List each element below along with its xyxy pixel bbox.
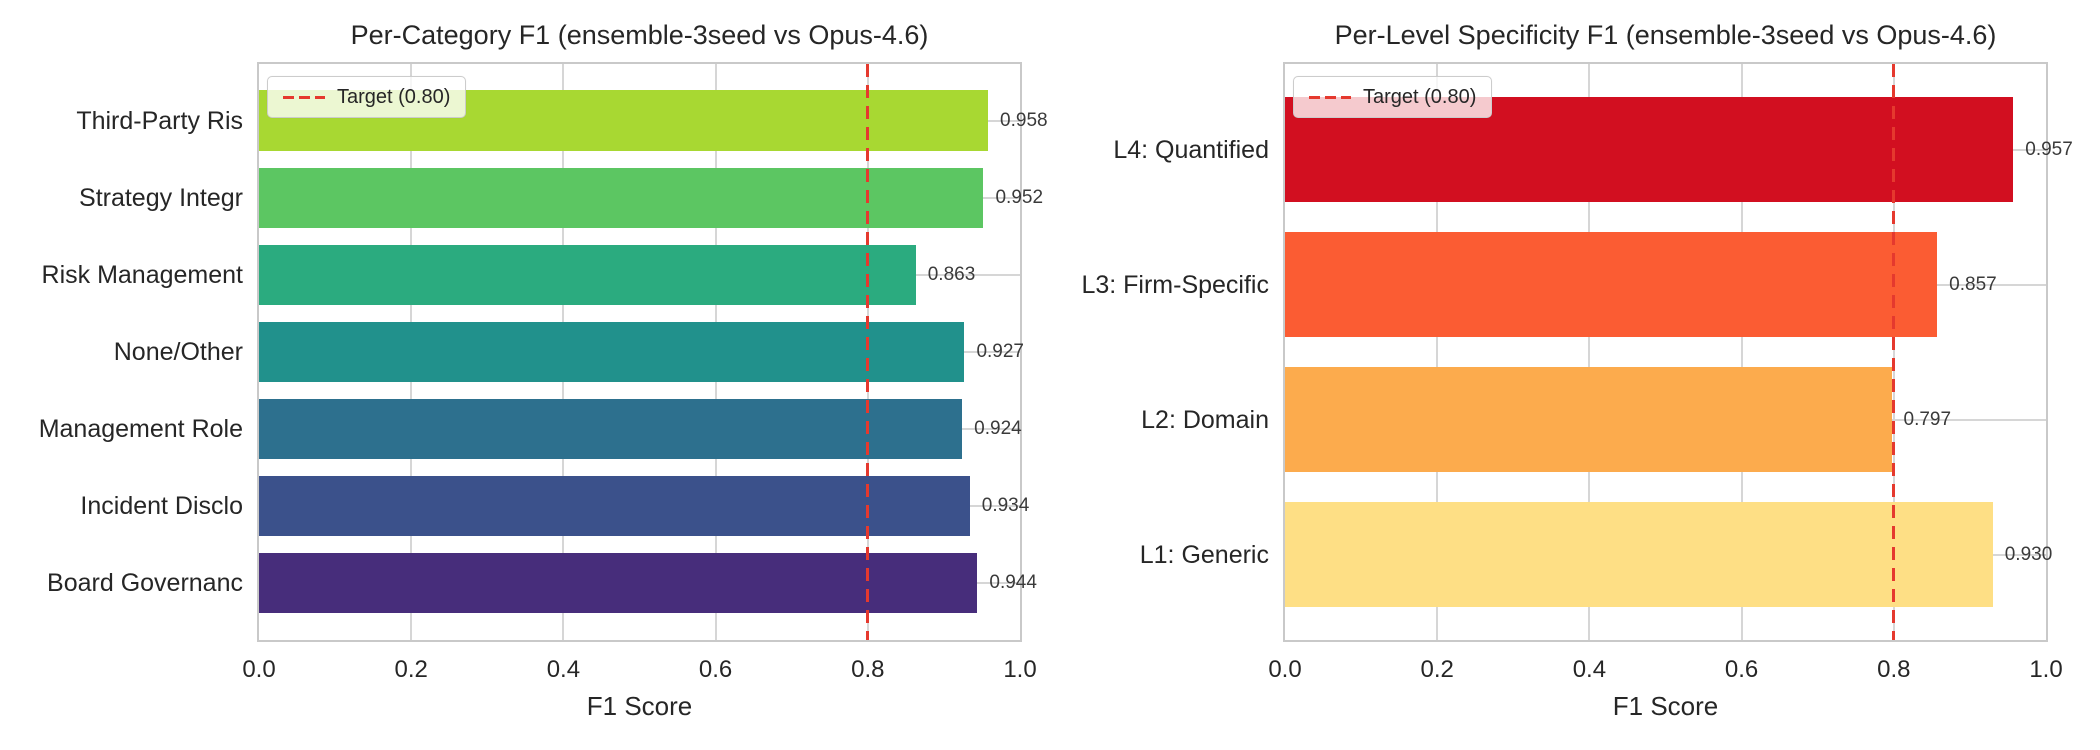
bar-value-label: 0.857 xyxy=(1949,273,1997,295)
category-label: Third-Party Ris xyxy=(76,106,243,135)
category-label: Strategy Integr xyxy=(79,183,243,212)
target-line-legend-label: Target (0.80) xyxy=(337,85,451,108)
bar-risk-management xyxy=(259,244,916,305)
bar-management-role xyxy=(259,399,963,460)
bar-l3-firm-specific xyxy=(1285,231,1938,338)
target-threshold-line xyxy=(1892,64,1896,640)
category-label: Incident Disclo xyxy=(80,492,243,521)
x-gridline xyxy=(1436,64,1439,640)
category-label: None/Other xyxy=(113,338,243,366)
bar-l1-generic xyxy=(1285,501,1993,608)
category-label: Risk Management xyxy=(41,260,243,289)
bar-value-label: 0.944 xyxy=(989,572,1037,594)
x-tick-label: 0.2 xyxy=(1420,656,1454,683)
bar-value-label: 0.957 xyxy=(2025,138,2073,160)
bar-value-label: 0.797 xyxy=(1903,408,1952,430)
target-line-legend-label: Target (0.80) xyxy=(1363,85,1477,108)
per-level-specificity-f1-plot-area: Per-Level Specificity F1 (ensemble-3seed… xyxy=(1081,20,2072,720)
bar-strategy-integr xyxy=(259,167,984,228)
bar-incident-disclo xyxy=(259,476,970,537)
category-label: Board Governanc xyxy=(47,569,243,598)
target-threshold-line xyxy=(866,64,870,640)
x-gridline xyxy=(1588,64,1591,640)
category-label: L2: Domain xyxy=(1141,405,1269,434)
bar-value-label: 0.863 xyxy=(927,263,976,285)
bar-value-label: 0.958 xyxy=(1000,109,1048,131)
target-line-legend-swatch xyxy=(283,95,325,99)
x-tick-label: 1.0 xyxy=(1003,656,1037,683)
per-category-chart-title: Per-Category F1 (ensemble-3seed vs Opus-… xyxy=(350,20,929,50)
x-tick-label: 1.0 xyxy=(2029,656,2063,683)
x-tick-label: 0.2 xyxy=(394,656,428,683)
category-label: L3: Firm-Specific xyxy=(1081,270,1269,299)
x-gridline xyxy=(1740,64,1743,640)
x-tick-label: 0.0 xyxy=(1268,656,1302,683)
x-tick-label: 0.6 xyxy=(698,656,733,683)
x-tick-label: 0.6 xyxy=(1724,656,1759,683)
bar-value-label: 0.924 xyxy=(974,418,1022,440)
per-category-x-axis-label: F1 Score xyxy=(586,691,693,721)
category-label: L1: Generic xyxy=(1139,540,1269,569)
per-level-chart-title: Per-Level Specificity F1 (ensemble-3seed… xyxy=(1334,20,1997,50)
bar-value-label: 0.930 xyxy=(2004,543,2053,565)
x-tick-label: 0.8 xyxy=(851,656,885,683)
per-category-f1-plot-area: Per-Category F1 (ensemble-3seed vs Opus-… xyxy=(39,20,1048,720)
bar-none-other xyxy=(259,321,965,383)
x-tick-label: 0.4 xyxy=(546,656,581,683)
category-label: L4: Quantified xyxy=(1113,135,1269,164)
x-tick-label: 0.0 xyxy=(242,656,276,683)
bar-board-governanc xyxy=(259,553,978,614)
x-tick-label: 0.8 xyxy=(1877,656,1911,683)
per-category-legend: Target (0.80) xyxy=(267,76,467,118)
bar-value-label: 0.952 xyxy=(995,186,1044,208)
category-label: Management Role xyxy=(38,415,243,444)
bar-l2-domain xyxy=(1285,366,1892,473)
bar-value-label: 0.934 xyxy=(981,495,1030,517)
target-line-legend-swatch xyxy=(1309,95,1351,99)
per-level-x-axis-label: F1 Score xyxy=(1612,691,1719,721)
bar-value-label: 0.927 xyxy=(976,341,1024,362)
per-level-legend: Target (0.80) xyxy=(1293,76,1493,118)
x-tick-label: 0.4 xyxy=(1572,656,1607,683)
